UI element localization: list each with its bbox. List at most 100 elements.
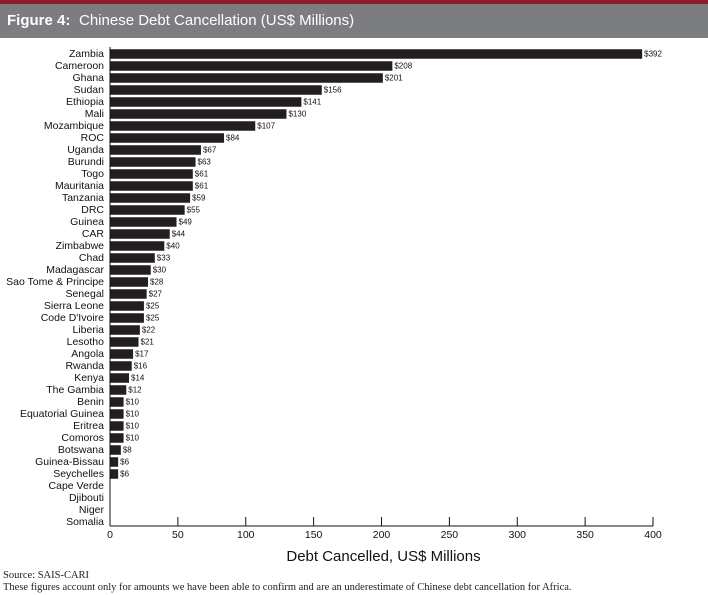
x-tick-label: 150: [305, 529, 323, 541]
category-label: Mali: [85, 108, 104, 120]
data-label: $141: [303, 98, 321, 107]
bar: [110, 445, 121, 455]
data-label: $67: [203, 146, 217, 155]
x-tick-label: 200: [373, 529, 391, 541]
bar: [110, 469, 119, 479]
data-label: $16: [134, 362, 148, 371]
data-label: $201: [385, 74, 403, 83]
category-label: Zambia: [69, 48, 104, 60]
data-label: $33: [157, 254, 171, 263]
category-label: Cape Verde: [49, 480, 105, 492]
data-label: $6: [120, 458, 129, 467]
figure-header: Figure 4: Chinese Debt Cancellation (US$…: [0, 4, 708, 38]
data-label: $27: [149, 290, 163, 299]
data-label: $49: [179, 218, 193, 227]
category-label: ROC: [81, 132, 105, 144]
data-label: $12: [128, 386, 142, 395]
data-label: $22: [142, 326, 156, 335]
bar: [110, 49, 643, 59]
bar: [110, 133, 225, 143]
category-label: Somalia: [66, 516, 104, 528]
bar: [110, 97, 302, 107]
category-label: Botswana: [58, 444, 104, 456]
category-label: Kenya: [74, 372, 104, 384]
bar: [110, 205, 185, 215]
category-label: Zimbabwe: [56, 240, 105, 252]
category-label: Mauritania: [55, 180, 104, 192]
bar: [110, 157, 196, 167]
bar: [110, 289, 147, 299]
bar: [110, 265, 151, 275]
data-label: $28: [150, 278, 164, 287]
bar: [110, 457, 119, 467]
figure-title: Chinese Debt Cancellation (US$ Millions): [79, 12, 355, 29]
header-top-rule: [0, 0, 708, 4]
bar: [110, 409, 124, 419]
source-note: Source: SAIS-CARI: [3, 570, 90, 581]
category-label: Seychelles: [53, 468, 104, 480]
category-label: Mozambique: [44, 120, 104, 132]
category-label: DRC: [81, 204, 104, 216]
data-label: $84: [226, 134, 240, 143]
bar: [110, 241, 165, 251]
bar: [110, 109, 287, 119]
category-label: Comoros: [61, 432, 104, 444]
category-label: Rwanda: [65, 360, 104, 372]
bar: [110, 397, 124, 407]
bar: [110, 433, 124, 443]
data-label: $6: [120, 470, 129, 479]
data-label: $10: [126, 422, 140, 431]
bar: [110, 385, 127, 395]
category-label: Burundi: [68, 156, 104, 168]
category-label: Togo: [81, 168, 104, 180]
category-label: Guinea: [70, 216, 104, 228]
data-label: $59: [192, 194, 206, 203]
data-label: $63: [198, 158, 212, 167]
data-label: $156: [324, 86, 342, 95]
category-label: Uganda: [67, 144, 104, 156]
data-label: $44: [172, 230, 186, 239]
data-label: $25: [146, 314, 160, 323]
data-label: $10: [126, 434, 140, 443]
bar: [110, 217, 177, 227]
data-label: $21: [141, 338, 155, 347]
data-label: $208: [394, 62, 412, 71]
x-tick-label: 50: [172, 529, 184, 541]
category-label: Eritrea: [73, 420, 104, 432]
data-label: $61: [195, 182, 209, 191]
bar: [110, 277, 149, 287]
data-label: $8: [123, 446, 132, 455]
x-tick-label: 0: [107, 529, 113, 541]
x-tick-label: 350: [576, 529, 594, 541]
x-tick-label: 100: [237, 529, 255, 541]
category-label: Liberia: [72, 324, 104, 336]
bar: [110, 121, 256, 131]
bar: [110, 337, 139, 347]
category-label: Guinea-Bissau: [35, 456, 104, 468]
data-label: $14: [131, 374, 145, 383]
x-axis-title: Debt Cancelled, US$ Millions: [286, 548, 480, 565]
category-label: Benin: [77, 396, 104, 408]
category-label: Sierra Leone: [44, 300, 104, 312]
bar: [110, 73, 383, 83]
category-label: Ghana: [72, 72, 104, 84]
category-label: Senegal: [65, 288, 104, 300]
category-label: Sudan: [74, 84, 105, 96]
data-label: $25: [146, 302, 160, 311]
bar: [110, 361, 132, 371]
bar: [110, 61, 393, 71]
bar: [110, 229, 170, 239]
bar: [110, 85, 322, 95]
data-label: $107: [257, 122, 275, 131]
bar: [110, 253, 155, 263]
bar: [110, 421, 124, 431]
data-label: $40: [166, 242, 180, 251]
data-label: $392: [644, 50, 662, 59]
footnote: These figures account only for amounts w…: [3, 582, 572, 593]
figure-number: Figure 4:: [7, 12, 71, 29]
category-label: Madagascar: [46, 264, 104, 276]
category-label: Equatorial Guinea: [20, 408, 104, 420]
data-label: $30: [153, 266, 167, 275]
bar: [110, 145, 201, 155]
data-label: $10: [126, 410, 140, 419]
